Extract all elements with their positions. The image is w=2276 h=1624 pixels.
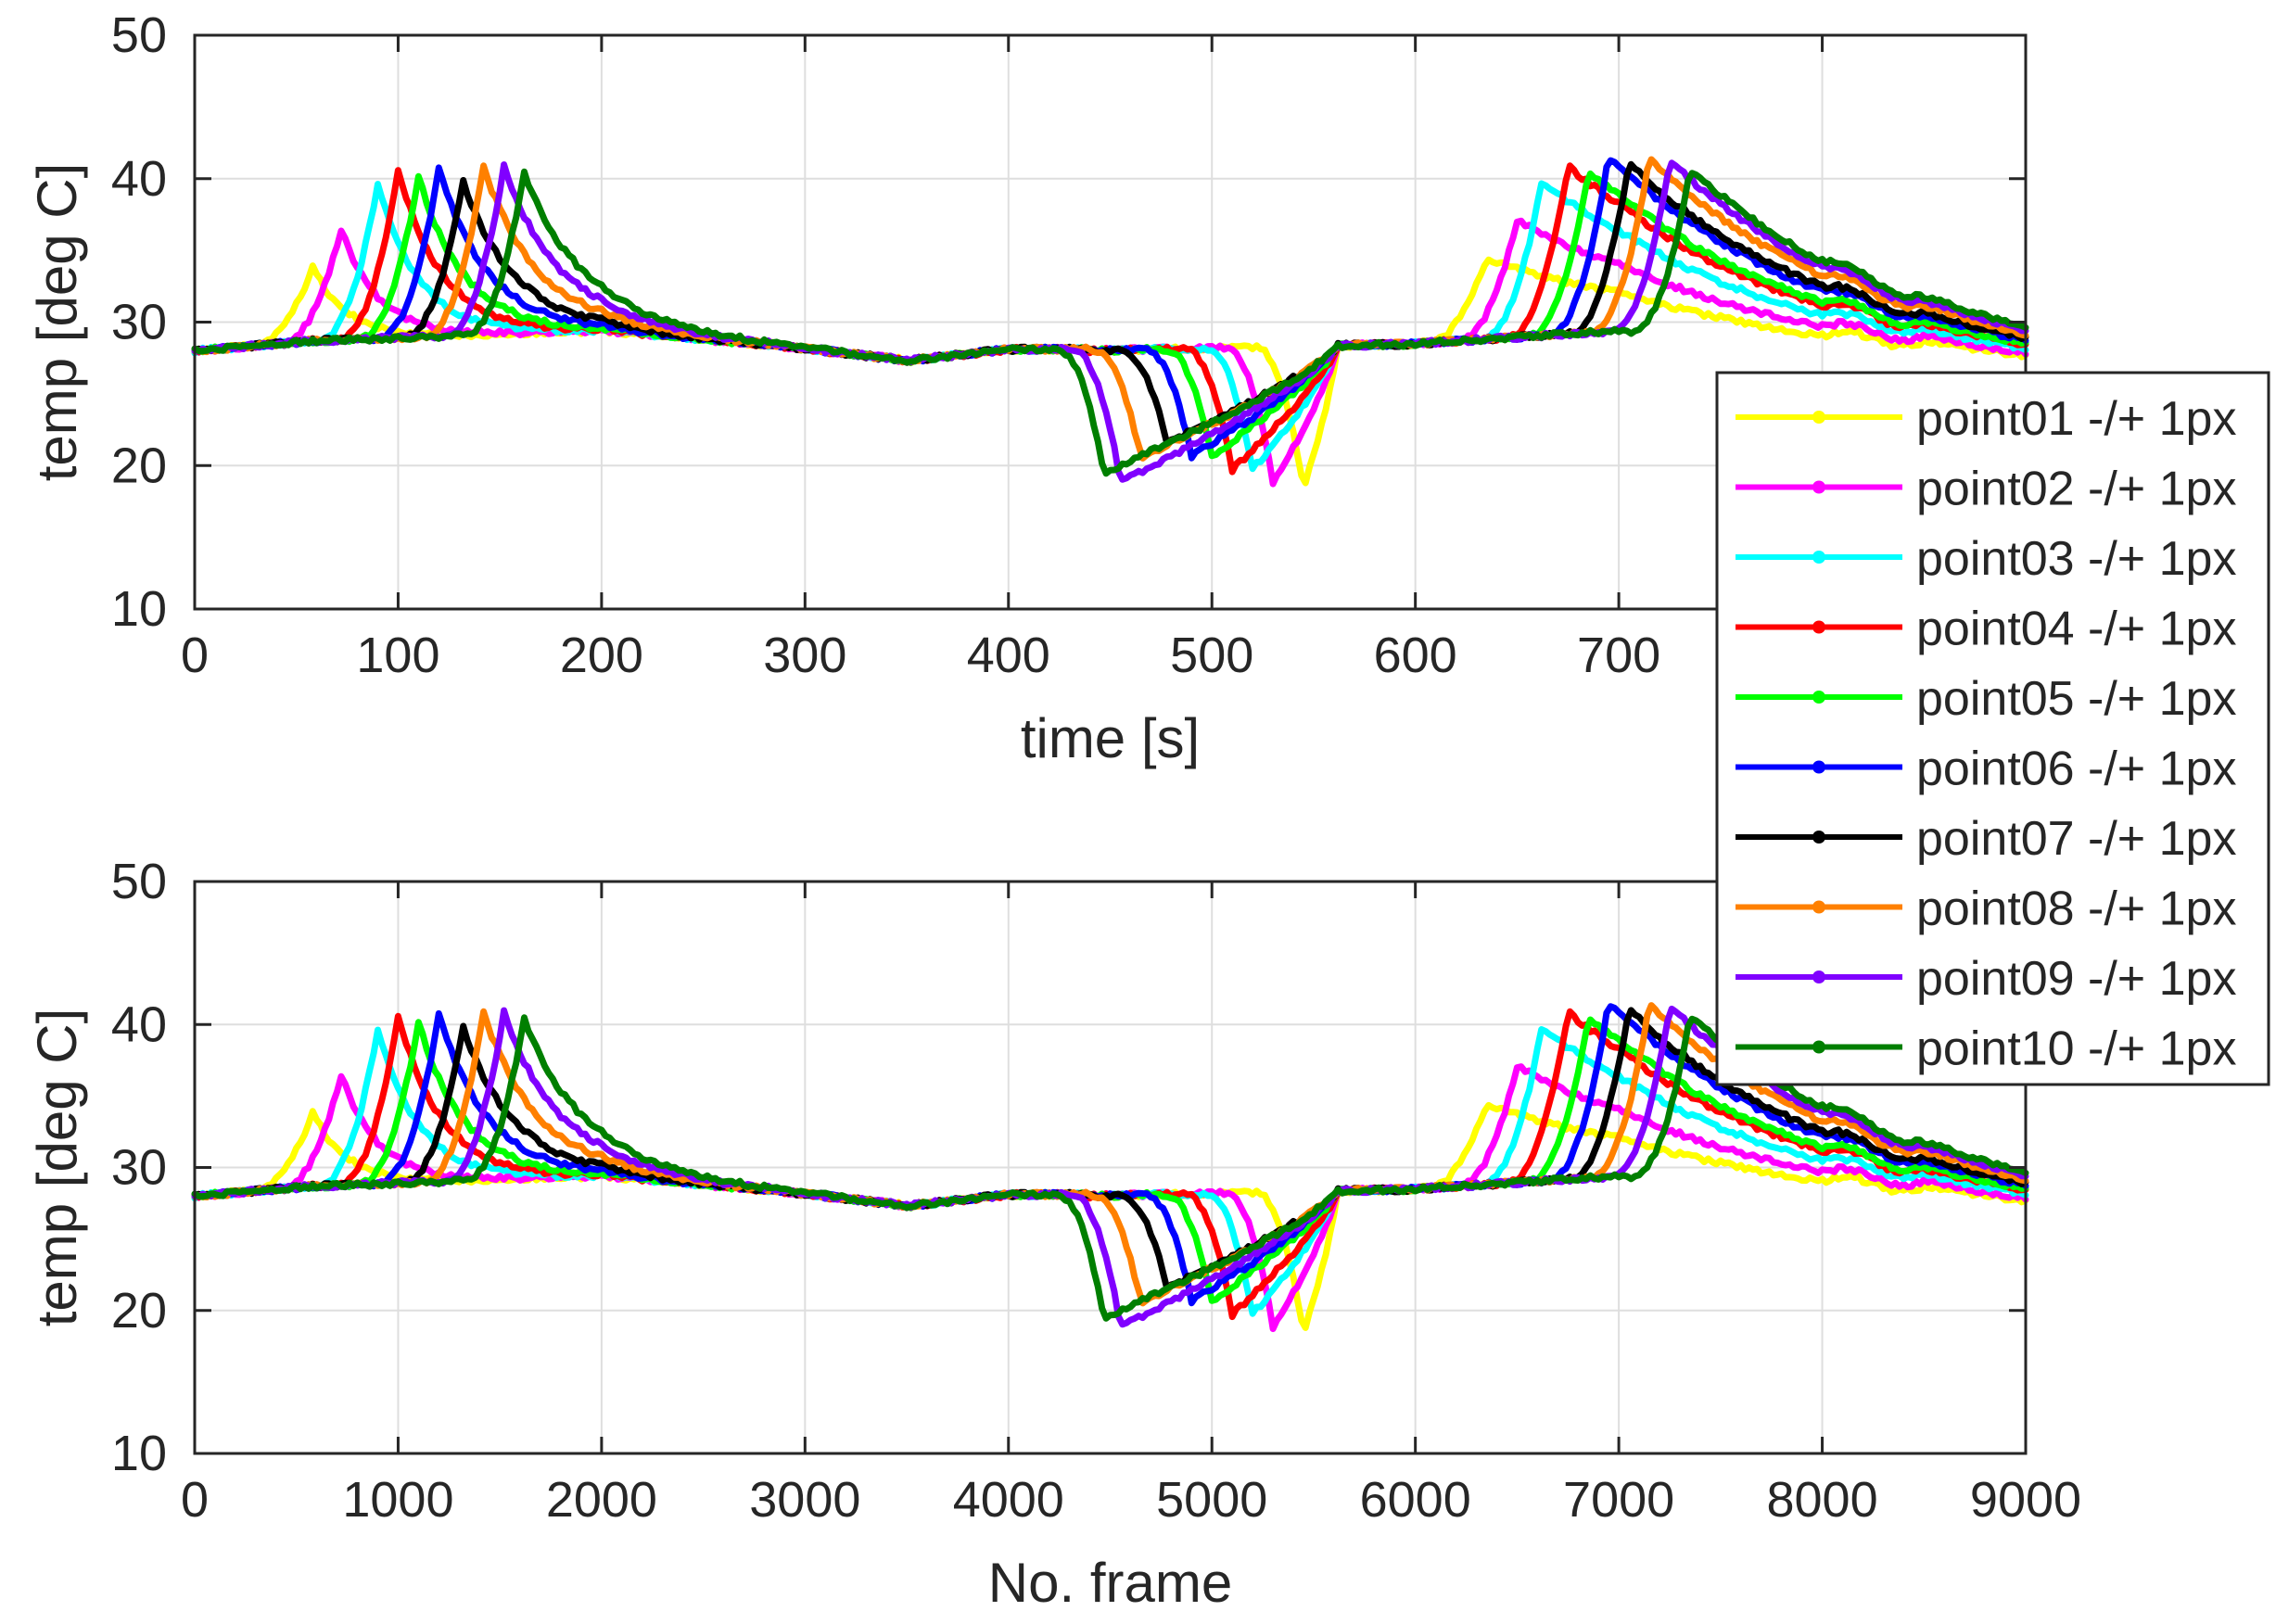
x-tick-label: 0: [181, 1472, 209, 1528]
legend-marker-5: [1812, 691, 1825, 704]
y-tick-label: 50: [111, 7, 167, 63]
legend-marker-3: [1812, 551, 1825, 564]
legend-label-2: point02 -/+ 1px: [1916, 463, 2236, 516]
legend-marker-7: [1812, 831, 1825, 844]
legend-label-7: point07 -/+ 1px: [1916, 812, 2236, 866]
x-tick-label: 600: [1374, 628, 1457, 683]
x-tick-label: 3000: [749, 1472, 860, 1528]
legend-label-9: point09 -/+ 1px: [1916, 952, 2236, 1006]
legend: point01 -/+ 1px point02 -/+ 1px point03 -/…: [1715, 371, 2270, 1086]
y-tick-label: 30: [111, 295, 167, 350]
x-tick-label: 9000: [1970, 1472, 2081, 1528]
legend-label-4: point04 -/+ 1px: [1916, 603, 2236, 656]
y-tick-label: 20: [111, 1283, 167, 1339]
x-tick-label: 6000: [1360, 1472, 1471, 1528]
x-tick-label: 1000: [342, 1472, 453, 1528]
y-tick-label: 50: [111, 854, 167, 909]
legend-marker-9: [1812, 971, 1825, 983]
legend-label-1: point01 -/+ 1px: [1916, 392, 2236, 446]
legend-marker-2: [1812, 480, 1825, 494]
series-group: [191, 1002, 2029, 1333]
x-tick-label: 4000: [953, 1472, 1064, 1528]
y-tick-label: 30: [111, 1140, 167, 1196]
y-tick-label: 20: [111, 438, 167, 493]
legend-label-3: point03 -/+ 1px: [1916, 532, 2236, 586]
x-tick-label: 500: [1170, 628, 1253, 683]
x-tick-label: 200: [560, 628, 643, 683]
y-tick-label: 10: [111, 581, 167, 637]
x-tick-label: 2000: [546, 1472, 657, 1528]
x-tick-label: 8000: [1766, 1472, 1877, 1528]
x-tick-label: 700: [1577, 628, 1660, 683]
x-tick-label: 400: [967, 628, 1050, 683]
x-tick-label: 0: [181, 628, 209, 683]
series-line-10: [191, 168, 2029, 477]
y-tick-label: 40: [111, 996, 167, 1052]
x-axis-label: No. frame: [988, 1552, 1232, 1614]
legend-marker-10: [1812, 1040, 1825, 1054]
legend-box: [1715, 371, 2270, 1086]
x-tick-label: 100: [356, 628, 439, 683]
x-tick-label: 300: [763, 628, 846, 683]
legend-marker-1: [1812, 411, 1825, 424]
legend-label-6: point06 -/+ 1px: [1916, 742, 2236, 796]
x-tick-label: 7000: [1563, 1472, 1674, 1528]
series-group: [191, 156, 2029, 488]
y-tick-label: 10: [111, 1426, 167, 1481]
chart-frame: 0 1000 2000 3000 4000 5000 6000 7000 8000 9000 10 2…: [26, 854, 2081, 1614]
legend-marker-6: [1812, 760, 1825, 774]
x-tick-label: 5000: [1156, 1472, 1267, 1528]
legend-label-10: point10 -/+ 1px: [1916, 1022, 2236, 1076]
series-line-7: [191, 160, 2029, 448]
legend-label-8: point08 -/+ 1px: [1916, 882, 2236, 936]
x-axis-label: time [s]: [1021, 707, 1200, 769]
y-axis-label: temp [deg C]: [26, 163, 88, 482]
y-axis-label: temp [deg C]: [26, 1009, 88, 1327]
legend-label-5: point05 -/+ 1px: [1916, 672, 2236, 726]
series-line-9: [191, 159, 2029, 483]
legend-marker-4: [1812, 620, 1825, 634]
y-tick-label: 40: [111, 151, 167, 207]
legend-marker-8: [1812, 900, 1825, 914]
